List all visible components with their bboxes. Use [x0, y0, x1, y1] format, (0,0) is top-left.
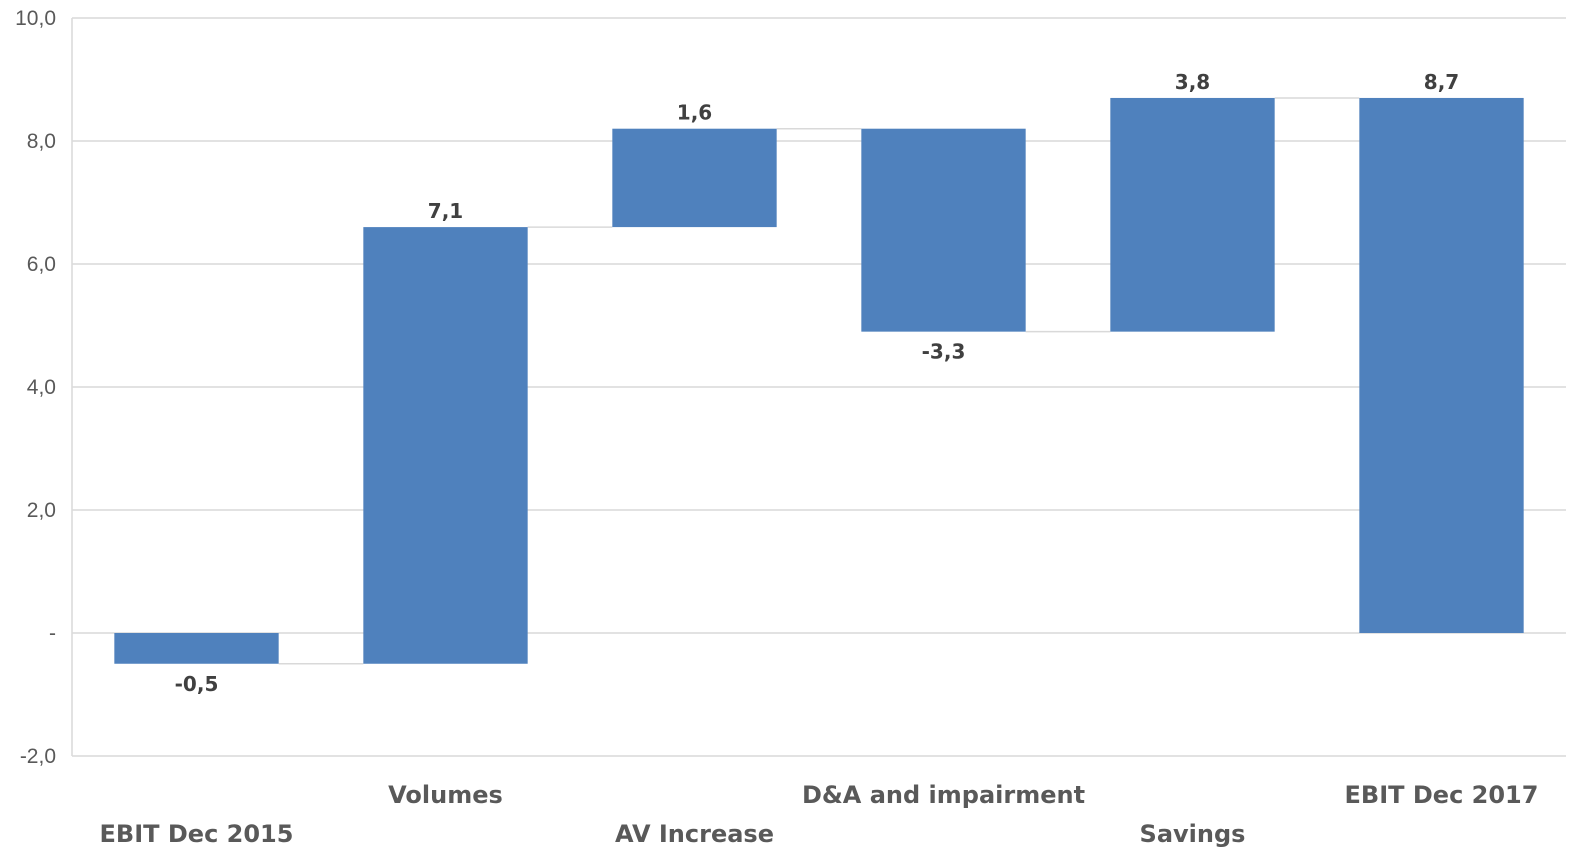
x-axis-category-labels: EBIT Dec 2015 Volumes AV Increase D&A and i… — [100, 781, 1539, 848]
x-category-label: AV Increase — [615, 820, 774, 848]
x-category-label: EBIT Dec 2015 — [100, 820, 294, 848]
y-tick-label: 4,0 — [27, 376, 56, 399]
data-label: -0,5 — [175, 672, 219, 696]
x-category-label: Volumes — [388, 781, 503, 809]
bar — [612, 128, 777, 228]
y-axis: -2,0-2,04,06,08,010,0 — [15, 7, 73, 768]
gridlines — [72, 17, 1566, 757]
y-tick-label: 10,0 — [15, 7, 56, 30]
connector-lines — [278, 97, 1360, 665]
bar — [114, 633, 279, 664]
bar — [363, 227, 528, 664]
data-label: 3,8 — [1175, 70, 1210, 94]
y-tick-label: 6,0 — [27, 253, 56, 276]
y-tick-label: -2,0 — [20, 745, 56, 768]
bars — [114, 97, 1524, 664]
bar — [861, 128, 1026, 332]
bar — [1110, 97, 1275, 332]
y-tick-label: 8,0 — [27, 130, 56, 153]
y-tick-label: 2,0 — [27, 499, 56, 522]
data-label: 8,7 — [1424, 70, 1459, 94]
bar — [1359, 97, 1524, 633]
data-label: 1,6 — [677, 101, 712, 125]
y-tick-label: - — [49, 622, 56, 645]
x-category-label: EBIT Dec 2017 — [1345, 781, 1539, 809]
data-label: -3,3 — [922, 340, 966, 364]
data-label: 7,1 — [428, 199, 463, 223]
data-labels: -0,5 7,1 1,6 -3,3 3,8 8,7 — [175, 70, 1460, 696]
x-category-label: D&A and impairment — [802, 781, 1085, 809]
x-category-label: Savings — [1140, 820, 1246, 848]
